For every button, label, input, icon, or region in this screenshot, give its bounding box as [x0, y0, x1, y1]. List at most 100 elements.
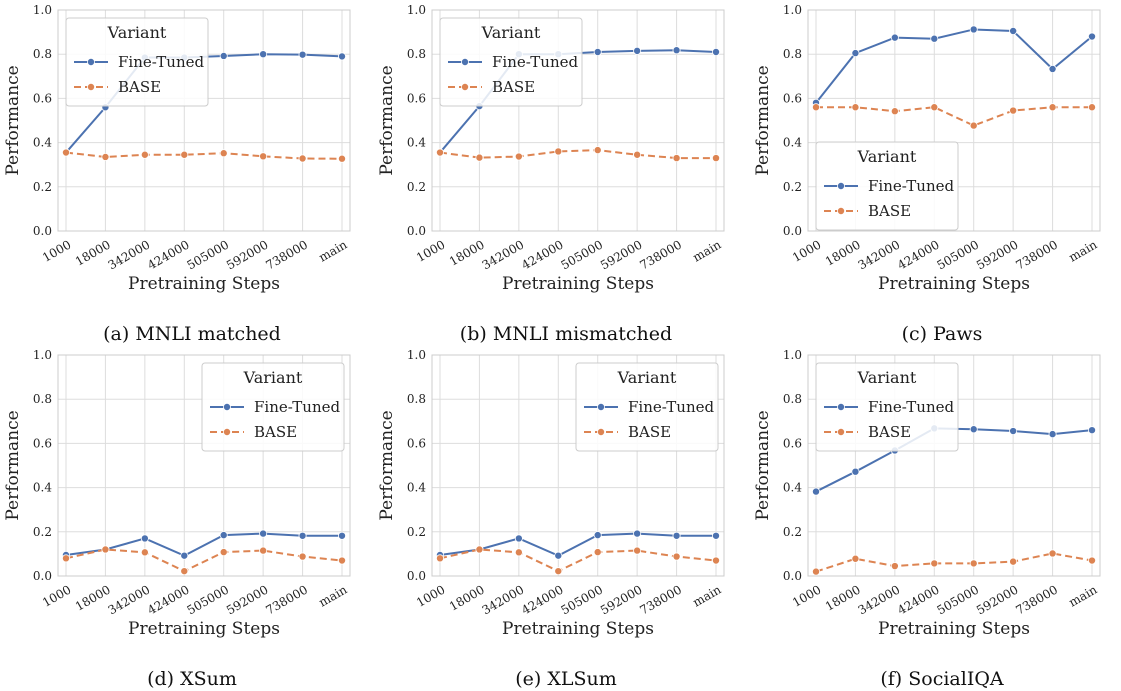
fine-tuned-point	[554, 551, 563, 560]
base-point	[180, 150, 189, 159]
x-tick-label: main	[316, 582, 349, 609]
x-axis-label: Pretraining Steps	[502, 274, 654, 294]
base-line	[439, 149, 716, 160]
x-tick-label: main	[690, 582, 723, 609]
x-tick-label: main	[1066, 582, 1099, 609]
y-tick-label: 0.4	[407, 481, 426, 495]
legend-title: Variant	[243, 368, 303, 387]
x-tick-label: 424000	[145, 237, 192, 272]
legend-entry: BASE	[868, 423, 911, 441]
base-line	[816, 106, 1092, 127]
fine-tuned-point	[219, 51, 228, 60]
y-tick-label: 0.4	[33, 136, 52, 150]
legend-box	[575, 362, 719, 452]
y-tick-label: 0.8	[783, 47, 802, 61]
base-point	[140, 150, 149, 159]
fine-tuned-point	[180, 551, 189, 560]
legend-box	[201, 362, 345, 452]
legend: Variant Fine-Tuned BASE	[575, 362, 719, 452]
base-point	[851, 554, 860, 563]
x-tick-label: 505000	[559, 582, 606, 617]
base-point	[593, 146, 602, 155]
base-point	[101, 545, 110, 554]
fine-tuned-line	[815, 28, 1093, 104]
base-point	[180, 567, 189, 576]
base-point	[554, 567, 563, 576]
base-point	[337, 556, 346, 565]
base-point	[514, 152, 523, 161]
x-tick-label: 592000	[974, 582, 1021, 617]
fine-tuned-point	[890, 33, 899, 42]
x-tick-label: 342000	[856, 237, 903, 272]
y-tick-label: 0.4	[407, 136, 426, 150]
x-tick-label: main	[1066, 237, 1099, 264]
legend-marker	[87, 58, 96, 67]
legend-entry: Fine-Tuned	[492, 53, 578, 71]
y-tick-label: 0.0	[783, 224, 802, 238]
plot-frame	[431, 9, 725, 232]
legend-entry: Fine-Tuned	[868, 398, 954, 416]
base-point	[672, 552, 681, 561]
panel-caption: (b) MNLI mismatched	[460, 323, 672, 345]
x-tick-label: 424000	[519, 582, 566, 617]
fine-tuned-point	[259, 50, 268, 59]
x-tick-label: 424000	[895, 582, 942, 617]
fine-tuned-point	[1048, 65, 1057, 74]
panel-caption: (e) XLSum	[515, 668, 617, 690]
base-point	[593, 548, 602, 557]
x-tick-label: 342000	[480, 237, 527, 272]
legend-entry: Fine-Tuned	[118, 53, 204, 71]
plot-frame	[57, 9, 351, 232]
x-tick-label: 342000	[106, 582, 153, 617]
base-point	[930, 559, 939, 568]
base-point	[219, 548, 228, 557]
y-tick-label: 1.0	[783, 3, 802, 17]
x-axis-label: Pretraining Steps	[878, 619, 1030, 639]
plot-frame	[807, 354, 1101, 577]
y-tick-label: 1.0	[407, 348, 426, 362]
y-axis-label: Performance	[753, 410, 773, 520]
legend-entry: Fine-Tuned	[868, 177, 954, 195]
legend-box	[65, 17, 209, 107]
base-point	[930, 103, 939, 112]
x-axis-label: Pretraining Steps	[128, 619, 280, 639]
base-line	[65, 151, 343, 160]
y-tick-label: 0.2	[783, 525, 802, 539]
base-point	[1009, 106, 1018, 115]
x-tick-label: 738000	[263, 582, 310, 617]
fine-tuned-point	[1048, 430, 1057, 439]
y-tick-label: 0.2	[783, 180, 802, 194]
legend-marker	[87, 83, 96, 92]
y-tick-label: 0.8	[33, 47, 52, 61]
x-tick-label: 424000	[895, 237, 942, 272]
base-point	[475, 545, 484, 554]
base-point	[969, 559, 978, 568]
base-point	[633, 150, 642, 159]
y-tick-label: 0.6	[33, 436, 52, 450]
y-tick-label: 1.0	[33, 3, 52, 17]
legend-box	[815, 362, 959, 452]
y-tick-label: 0.8	[407, 392, 426, 406]
y-tick-label: 0.2	[407, 525, 426, 539]
panel-caption: (d) XSum	[147, 668, 237, 690]
legend: Variant Fine-Tuned BASE	[439, 17, 583, 107]
y-tick-label: 0.2	[407, 180, 426, 194]
legend-title: Variant	[107, 23, 167, 42]
base-point	[812, 103, 821, 112]
legend: Variant Fine-Tuned BASE	[815, 141, 959, 231]
y-axis-label: Performance	[3, 410, 23, 520]
base-line	[815, 552, 1093, 573]
legend-entry: BASE	[492, 78, 535, 96]
legend-marker	[837, 206, 846, 215]
y-tick-label: 1.0	[783, 348, 802, 362]
x-tick-label: 505000	[935, 582, 982, 617]
base-point	[1048, 549, 1057, 558]
y-tick-label: 0.6	[33, 91, 52, 105]
y-tick-label: 0.6	[783, 436, 802, 450]
fine-tuned-point	[140, 534, 149, 543]
fine-tuned-point	[593, 47, 602, 56]
x-tick-label: 424000	[145, 582, 192, 617]
y-tick-label: 0.4	[783, 481, 802, 495]
